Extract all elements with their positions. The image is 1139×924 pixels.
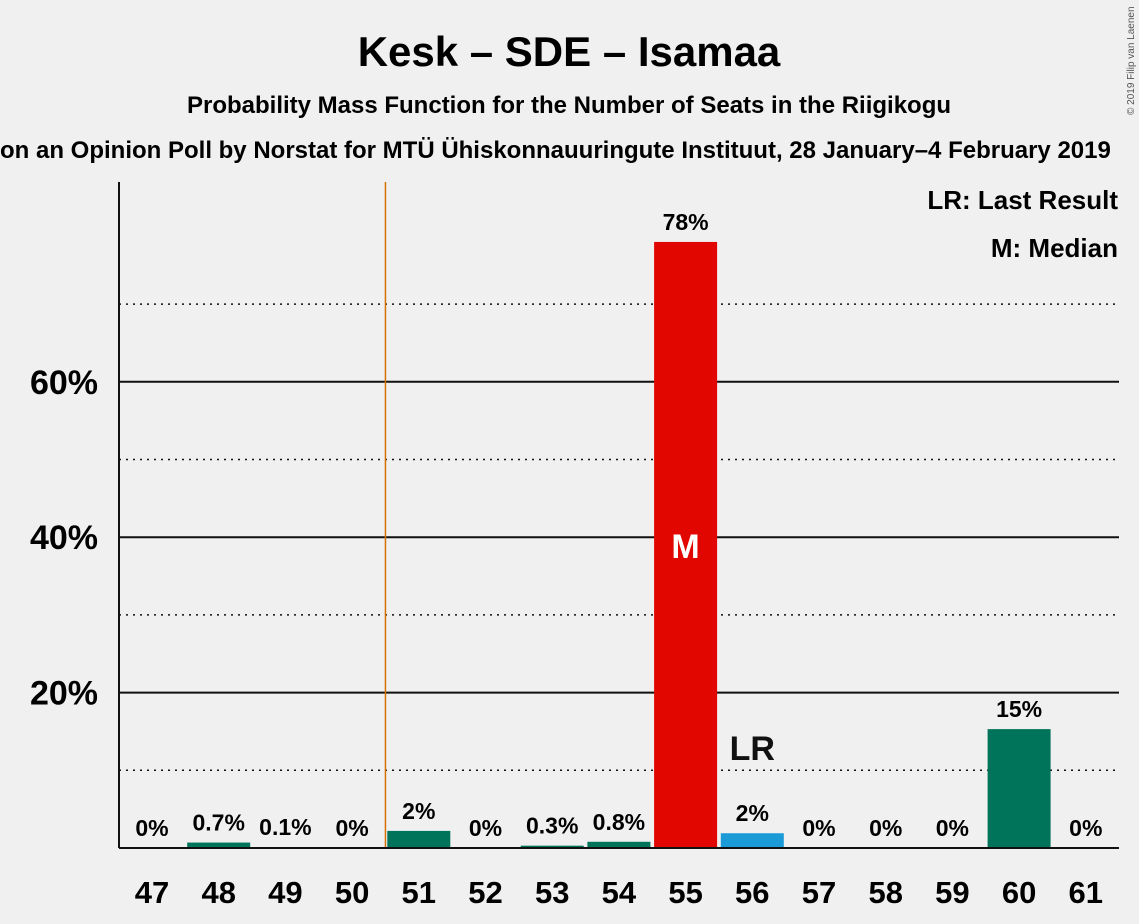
bar-value-label: 0% [135,815,168,841]
bar-value-label: 0% [869,815,902,841]
y-tick-label: 60% [30,364,98,402]
copyright-note: © 2019 Filip van Laenen [1126,6,1137,115]
chart-source: on an Opinion Poll by Norstat for MTÜ Üh… [0,137,1111,164]
bar-seat-51 [387,830,451,848]
bar-seat-54 [587,841,651,848]
x-tick-label: 54 [602,875,637,910]
grid-lines [119,182,1119,848]
x-tick-label: 47 [135,875,169,910]
x-tick-label: 58 [868,875,902,910]
bars [187,241,1051,848]
bar-value-label: 0% [936,815,969,841]
bar-seat-60 [987,729,1051,848]
chart-subtitle: Probability Mass Function for the Number… [187,92,951,119]
bar-labels: 0% 0.7% 0.1% 0% 2% 0% 0.3% 0.8% 78% M 2% LR 0% 0% 0% 15… [135,209,1102,841]
bar-seat-55 [654,241,718,848]
x-tick-label: 59 [935,875,969,910]
x-tick-label: 60 [1002,875,1036,910]
x-tick-label: 53 [535,875,569,910]
x-tick-label: 50 [335,875,369,910]
bar-value-label: 0% [469,815,502,841]
bar-value-label: 0.1% [259,814,311,840]
x-tick-label: 48 [201,875,235,910]
legend-last-result: LR: Last Result [927,185,1118,215]
axes: 20% 40% 60% 47 48 49 50 51 52 53 54 55 56 57 58 59 60 61 [30,182,1119,910]
bar-value-label: 2% [736,800,769,826]
x-tick-label: 57 [802,875,836,910]
bar-value-label: 0.7% [192,810,244,836]
bar-value-label: 2% [402,798,435,824]
last-result-marker: LR [730,730,775,768]
bar-value-label: 0.8% [593,809,645,835]
y-tick-label: 40% [30,519,98,557]
median-marker: M [671,528,699,566]
bar-seat-56 [720,833,784,848]
x-tick-label: 51 [402,875,436,910]
bar-value-label: 15% [996,696,1042,722]
legend-median: M: Median [991,233,1118,263]
bar-seat-48 [187,842,251,848]
x-tick-label: 61 [1069,875,1103,910]
y-tick-label: 20% [30,675,98,713]
bar-value-label: 78% [663,209,709,235]
bar-value-label: 0.3% [526,813,578,839]
x-tick-label: 52 [468,875,502,910]
x-tick-label: 56 [735,875,769,910]
bar-value-label: 0% [335,815,368,841]
bar-seat-53 [520,845,584,848]
x-tick-label: 49 [268,875,302,910]
bar-value-label: 0% [1069,815,1102,841]
chart-title: Kesk – SDE – Isamaa [358,28,781,75]
bar-value-label: 0% [802,815,835,841]
x-tick-label: 55 [668,875,702,910]
